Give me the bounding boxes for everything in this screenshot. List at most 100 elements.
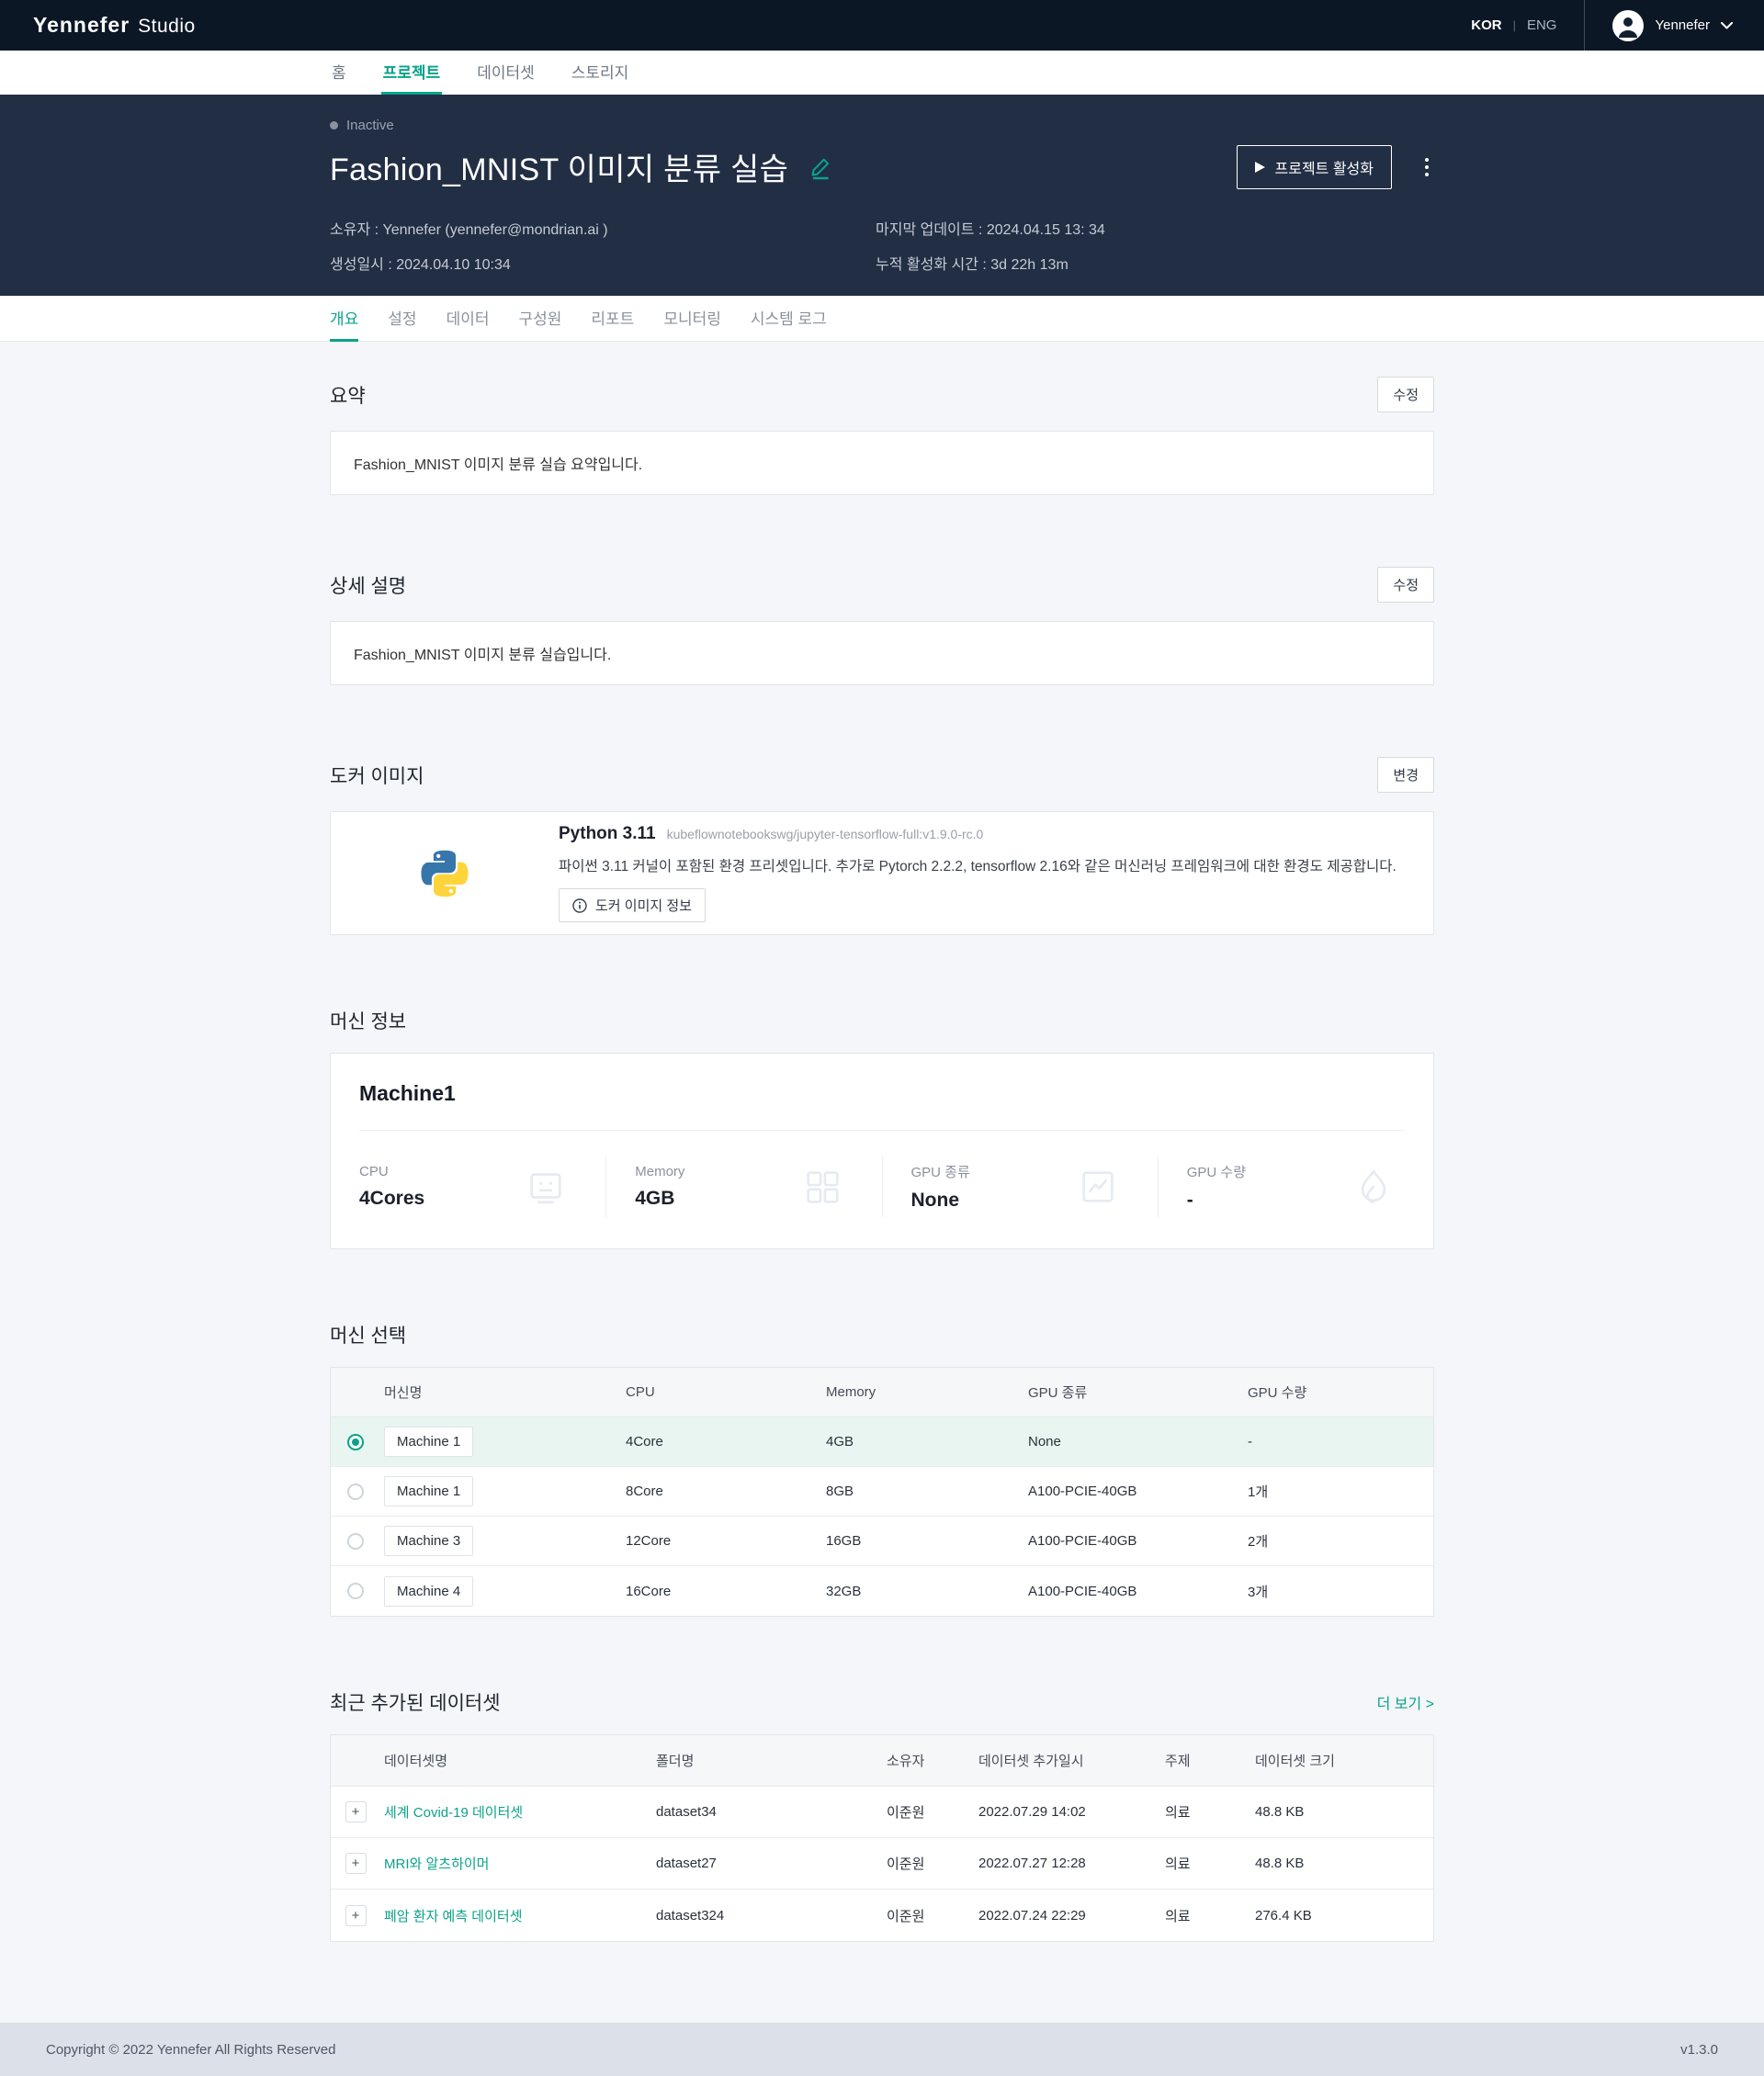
tab-report[interactable]: 리포트 [591, 310, 635, 328]
machine-memory: 4GB [826, 1434, 854, 1450]
lang-kor-button[interactable]: KOR [1471, 17, 1502, 33]
machine-table-header: 머신명 CPU Memory GPU 종류 GPU 수량 [331, 1368, 1433, 1417]
spec-memory: Memory 4GB [606, 1156, 883, 1217]
expand-row-button[interactable]: + [345, 1904, 367, 1926]
lang-eng-button[interactable]: ENG [1526, 17, 1557, 33]
dataset-folder: dataset27 [656, 1856, 717, 1871]
dataset-row: + 폐암 환자 예측 데이터셋 dataset324 이준원 2022.07.2… [331, 1890, 1433, 1941]
pencil-icon [811, 158, 830, 179]
expand-row-button[interactable]: + [345, 1801, 367, 1822]
dataset-size: 48.8 KB [1255, 1856, 1305, 1871]
edit-title-button[interactable] [807, 153, 834, 181]
col-added: 데이터셋 추가일시 [978, 1754, 1084, 1769]
kebab-menu-icon[interactable] [1419, 154, 1434, 180]
col-owner: 소유자 [887, 1754, 925, 1769]
machine-gpu-type: A100-PCIE-40GB [1028, 1533, 1137, 1549]
app-logo[interactable]: Yennefer Studio [33, 13, 196, 38]
dataset-folder: dataset324 [656, 1907, 725, 1924]
python-logo-icon [421, 850, 469, 897]
dataset-owner: 이준원 [887, 1856, 925, 1872]
dataset-added: 2022.07.24 22:29 [978, 1907, 1086, 1924]
chevron-down-icon [1721, 21, 1733, 28]
machine-info-panel: Machine1 CPU 4Cores Memory 4GB [330, 1053, 1434, 1249]
spec-gpu-type-value: None [910, 1190, 960, 1211]
dataset-name-link[interactable]: 폐암 환자 예측 데이터셋 [384, 1908, 523, 1924]
datasets-more-link[interactable]: 더 보기 > [1376, 1697, 1434, 1712]
col-folder: 폴더명 [656, 1754, 695, 1769]
topbar-divider [1584, 0, 1586, 51]
spec-gpu-count: GPU 수량 - [1159, 1156, 1433, 1217]
cpu-icon [525, 1166, 567, 1208]
nav-item-projects[interactable]: 프로젝트 [380, 51, 443, 95]
machine-info-title: 머신 정보 [330, 1011, 407, 1032]
dataset-name-link[interactable]: 세계 Covid-19 데이터셋 [384, 1805, 524, 1821]
machine-gpu-count: - [1248, 1434, 1252, 1450]
info-icon [572, 897, 587, 913]
tab-system-log[interactable]: 시스템 로그 [750, 310, 827, 328]
project-status: Inactive [330, 118, 1434, 133]
machine-row[interactable]: Machine 3 12Core 16GB A100-PCIE-40GB 2개 [331, 1517, 1433, 1566]
project-title: Fashion_MNIST 이미지 분류 실습 [330, 152, 789, 187]
description-title: 상세 설명 [330, 575, 407, 597]
dataset-subject: 의료 [1165, 1908, 1191, 1924]
status-dot-icon [330, 121, 338, 130]
meta-active-time: 누적 활성화 시간 : 3d 22h 13m [876, 257, 1069, 273]
user-menu[interactable]: Yennefer [1585, 9, 1764, 41]
memory-icon [801, 1166, 843, 1208]
docker-env-name: Python 3.11 [559, 824, 656, 843]
summary-section: 요약 수정 Fashion_MNIST 이미지 분류 실습 요약입니다. [330, 377, 1434, 495]
machine-name-chip: Machine 1 [384, 1476, 474, 1506]
nav-item-storage[interactable]: 스토리지 [571, 64, 629, 82]
spec-memory-label: Memory [635, 1164, 685, 1179]
project-meta: 소유자 : Yennefer (yennefer@mondrian.ai ) 마… [330, 217, 1434, 274]
docker-change-button[interactable]: 변경 [1377, 757, 1434, 793]
description-edit-button[interactable]: 수정 [1377, 567, 1434, 603]
dataset-folder: dataset34 [656, 1804, 717, 1820]
dataset-size: 276.4 KB [1255, 1907, 1312, 1924]
flame-icon [1352, 1166, 1395, 1208]
expand-row-button[interactable]: + [345, 1853, 367, 1874]
machine-name-chip: Machine 1 [384, 1427, 474, 1457]
tab-members[interactable]: 구성원 [518, 310, 562, 328]
datasets-section: 최근 추가된 데이터셋 더 보기 > 데이터셋명 폴더명 소유자 데이터셋 추가… [330, 1688, 1434, 1942]
radio-icon[interactable] [347, 1483, 364, 1500]
description-section: 상세 설명 수정 Fashion_MNIST 이미지 분류 실습입니다. [330, 567, 1434, 685]
machine-memory: 32GB [826, 1583, 862, 1599]
docker-section: 도커 이미지 변경 Python 3.11 kubeflownotebooksw… [330, 757, 1434, 935]
machine-row[interactable]: Machine 4 16Core 32GB A100-PCIE-40GB 3개 [331, 1566, 1433, 1616]
spec-gpu-count-label: GPU 수량 [1186, 1165, 1247, 1180]
tab-overview[interactable]: 개요 [330, 296, 359, 342]
col-gpu-count: GPU 수량 [1248, 1385, 1307, 1401]
overview-content: 요약 수정 Fashion_MNIST 이미지 분류 실습 요약입니다. 상세 … [330, 342, 1434, 2023]
nav-item-datasets[interactable]: 데이터셋 [477, 64, 535, 82]
machine-name-chip: Machine 3 [384, 1526, 474, 1556]
machine-select-section: 머신 선택 머신명 CPU Memory GPU 종류 GPU 수량 Machi… [330, 1321, 1434, 1617]
machine-name-chip: Machine 4 [384, 1575, 474, 1607]
radio-icon[interactable] [347, 1583, 364, 1599]
play-icon [1254, 161, 1265, 173]
tab-data[interactable]: 데이터 [446, 310, 490, 328]
tab-settings[interactable]: 설정 [388, 310, 417, 328]
machine-gpu-count: 3개 [1248, 1584, 1269, 1600]
divider [359, 1130, 1405, 1131]
docker-description: 파이썬 3.11 커널이 포함된 환경 프리셋입니다. 추가로 Pytorch … [559, 859, 1396, 874]
machine-info-section: 머신 정보 Machine1 CPU 4Cores Memory [330, 1007, 1434, 1249]
activate-project-button[interactable]: 프로젝트 활성화 [1236, 144, 1392, 189]
machine-memory: 16GB [826, 1533, 862, 1549]
user-name: Yennefer [1655, 17, 1710, 33]
machine-select-title: 머신 선택 [330, 1326, 407, 1347]
col-size: 데이터셋 크기 [1255, 1754, 1335, 1769]
machine-row[interactable]: Machine 1 8Core 8GB A100-PCIE-40GB 1개 [331, 1467, 1433, 1517]
dataset-name-link[interactable]: MRI와 알츠하이머 [384, 1856, 490, 1872]
nav-item-home[interactable]: 홈 [332, 64, 346, 82]
tab-monitoring[interactable]: 모니터링 [663, 310, 721, 328]
machine-gpu-count: 2개 [1248, 1534, 1269, 1550]
machine-row[interactable]: Machine 1 4Core 4GB None - [331, 1417, 1433, 1467]
dataset-row: + MRI와 알츠하이머 dataset27 이준원 2022.07.27 12… [331, 1838, 1433, 1890]
radio-icon[interactable] [347, 1532, 364, 1550]
summary-edit-button[interactable]: 수정 [1377, 377, 1434, 412]
docker-info-button[interactable]: 도커 이미지 정보 [559, 888, 706, 922]
docker-panel: Python 3.11 kubeflownotebookswg/jupyter-… [330, 811, 1434, 935]
radio-selected-icon[interactable] [347, 1433, 364, 1450]
dataset-size: 48.8 KB [1255, 1804, 1305, 1820]
